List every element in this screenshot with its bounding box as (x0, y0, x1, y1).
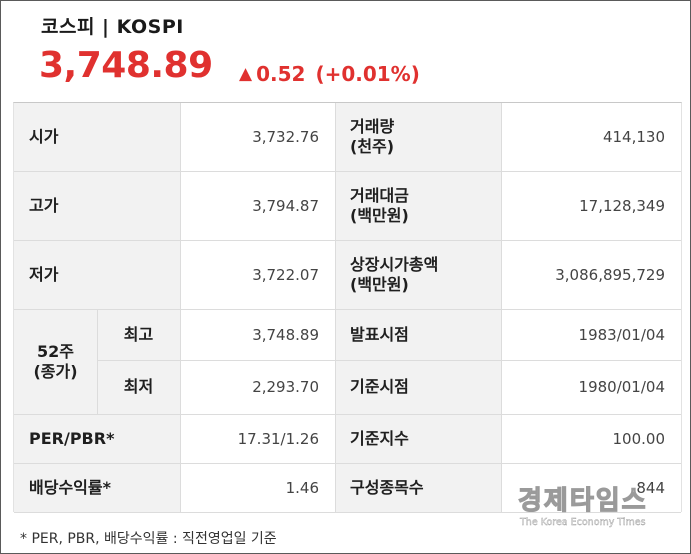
watermark-subtitle: The Korea Economy Times (519, 517, 646, 528)
label-market-cap-line1: 상장시가총액 (350, 254, 439, 274)
label-constituents: 구성종목수 (335, 463, 501, 512)
column-divider (335, 103, 336, 512)
label-volume-line1: 거래량 (350, 117, 395, 136)
label-volume: 거래량 (천주) (335, 103, 501, 171)
column-divider (501, 103, 502, 512)
label-trade-value: 거래대금 (백만원) (335, 171, 501, 240)
label-announce-date: 발표시점 (335, 309, 501, 360)
row-divider (97, 360, 681, 361)
label-per-pbr: PER/PBR* (14, 414, 180, 463)
label-52week-line1: 52주 (37, 341, 74, 361)
row-divider (14, 309, 681, 310)
price-change: ▲ 0.52 (+0.01%) (239, 62, 420, 86)
watermark-logo: 경제타임스 The Korea Economy Times (517, 485, 648, 528)
value-trade-value: 17,128,349 (501, 171, 681, 240)
watermark-title: 경제타임스 (518, 486, 648, 516)
label-base-date: 기준시점 (335, 360, 501, 414)
label-dividend-yield: 배당수익률* (14, 463, 180, 512)
value-low: 3,722.07 (180, 240, 335, 309)
label-volume-line2: (천주) (350, 137, 395, 156)
label-trade-value-line2: (백만원) (350, 205, 409, 225)
label-52week-low: 최저 (97, 360, 180, 414)
value-base-index: 100.00 (501, 414, 681, 463)
label-52week-high: 최고 (97, 309, 180, 360)
label-market-cap-line2: (백만원) (350, 274, 409, 294)
value-base-date: 1980/01/04 (501, 360, 681, 414)
value-52week-high: 3,748.89 (180, 309, 335, 360)
index-stats-table: 시가 3,732.76 고가 3,794.87 저가 3,722.07 52주 … (13, 102, 682, 513)
triangle-up-icon: ▲ (239, 64, 253, 84)
label-open: 시가 (14, 103, 180, 171)
label-base-index: 기준지수 (335, 414, 501, 463)
value-constituents: 844 (501, 463, 681, 512)
change-value: 0.52 (256, 62, 306, 86)
value-market-cap: 3,086,895,729 (501, 240, 681, 309)
value-52week-low: 2,293.70 (180, 360, 335, 414)
footnote: * PER, PBR, 배당수익률 : 직전영업일 기준 (20, 531, 277, 547)
value-high: 3,794.87 (180, 171, 335, 240)
row-divider (14, 240, 681, 241)
label-market-cap: 상장시가총액 (백만원) (335, 240, 501, 309)
row-divider (14, 171, 681, 172)
row-divider (14, 414, 681, 415)
value-dividend-yield: 1.46 (180, 463, 335, 512)
row-divider (14, 463, 681, 464)
value-per-pbr: 17.31/1.26 (180, 414, 335, 463)
label-trade-value-line1: 거래대금 (350, 185, 409, 205)
value-volume: 414,130 (501, 103, 681, 171)
change-percent: (+0.01%) (315, 62, 420, 86)
label-52week: 52주 (종가) (14, 309, 97, 414)
table-bottom-border (14, 512, 681, 513)
column-divider (180, 103, 181, 512)
column-divider (97, 309, 98, 414)
value-open: 3,732.76 (180, 103, 335, 171)
label-low: 저가 (14, 240, 180, 309)
index-title: 코스피 | KOSPI (41, 16, 184, 38)
value-announce-date: 1983/01/04 (501, 309, 681, 360)
current-price: 3,748.89 (39, 45, 213, 86)
label-52week-line2: (종가) (33, 361, 78, 381)
label-high: 고가 (14, 171, 180, 240)
